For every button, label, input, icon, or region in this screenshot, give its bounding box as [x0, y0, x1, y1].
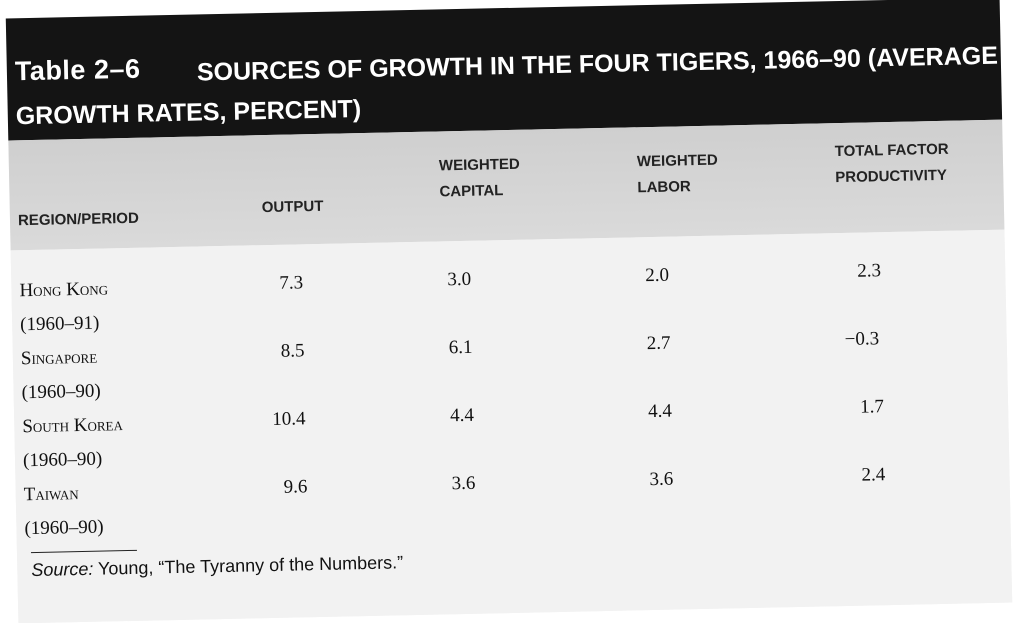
table-number: Table 2–6	[14, 53, 141, 87]
region-name: Singapore	[20, 346, 98, 370]
output-value: 7.3	[279, 272, 304, 294]
region-name: South Korea	[22, 414, 124, 438]
tfp-value: −0.3	[844, 328, 880, 350]
region-period: (1960–91)	[19, 312, 100, 336]
labor-value: 3.6	[649, 468, 674, 491]
table-header-row: Region/Period Output Weighted Capital We…	[8, 119, 1005, 251]
header-labor: Weighted Labor	[637, 148, 719, 202]
table-page: Table 2–6 SOURCES OF GROWTH IN THE FOUR …	[5, 0, 1024, 623]
header-tfp: Total Factor Productivity	[834, 137, 949, 191]
region-period: (1960–90)	[22, 448, 103, 472]
header-output: Output	[261, 197, 324, 217]
labor-value: 4.4	[647, 400, 673, 423]
header-labor-line2: Labor	[637, 178, 691, 197]
output-value: 9.6	[283, 476, 308, 498]
header-capital-line2: Capital	[439, 182, 504, 201]
row-region: South Korea (1960–90)	[22, 408, 124, 478]
output-value: 8.5	[280, 340, 305, 362]
header-tfp-line1: Total Factor	[834, 140, 949, 161]
region-period: (1960–90)	[24, 516, 104, 540]
labor-value: 2.0	[645, 264, 670, 287]
labor-value: 2.7	[646, 332, 671, 355]
tfp-value: 2.3	[857, 260, 882, 282]
region-name: Taiwan	[23, 483, 79, 506]
tfp-value: 1.7	[859, 396, 885, 418]
row-region: Singapore (1960–90)	[21, 341, 102, 411]
region-period: (1960–90)	[21, 380, 101, 404]
row-region: Hong Kong (1960–91)	[19, 272, 109, 342]
header-capital-line1: Weighted	[438, 155, 520, 175]
capital-value: 3.6	[451, 472, 476, 495]
table-title: SOURCES OF GROWTH IN THE FOUR TIGERS, 19…	[16, 36, 1024, 133]
header-capital: Weighted Capital	[439, 152, 521, 206]
output-value: 10.4	[272, 408, 306, 430]
capital-value: 4.4	[449, 404, 475, 427]
table-title-bar: Table 2–6 SOURCES OF GROWTH IN THE FOUR …	[5, 0, 1024, 141]
header-labor-line1: Weighted	[636, 151, 718, 171]
header-tfp-line2: Productivity	[835, 166, 948, 187]
region-name: Hong Kong	[19, 278, 109, 302]
header-region: Region/Period	[17, 209, 140, 230]
source-label: Source:	[31, 558, 94, 581]
row-region: Taiwan (1960–90)	[23, 477, 104, 547]
tfp-value: 2.4	[861, 464, 886, 486]
capital-value: 6.1	[448, 336, 473, 359]
capital-value: 3.0	[447, 268, 472, 291]
